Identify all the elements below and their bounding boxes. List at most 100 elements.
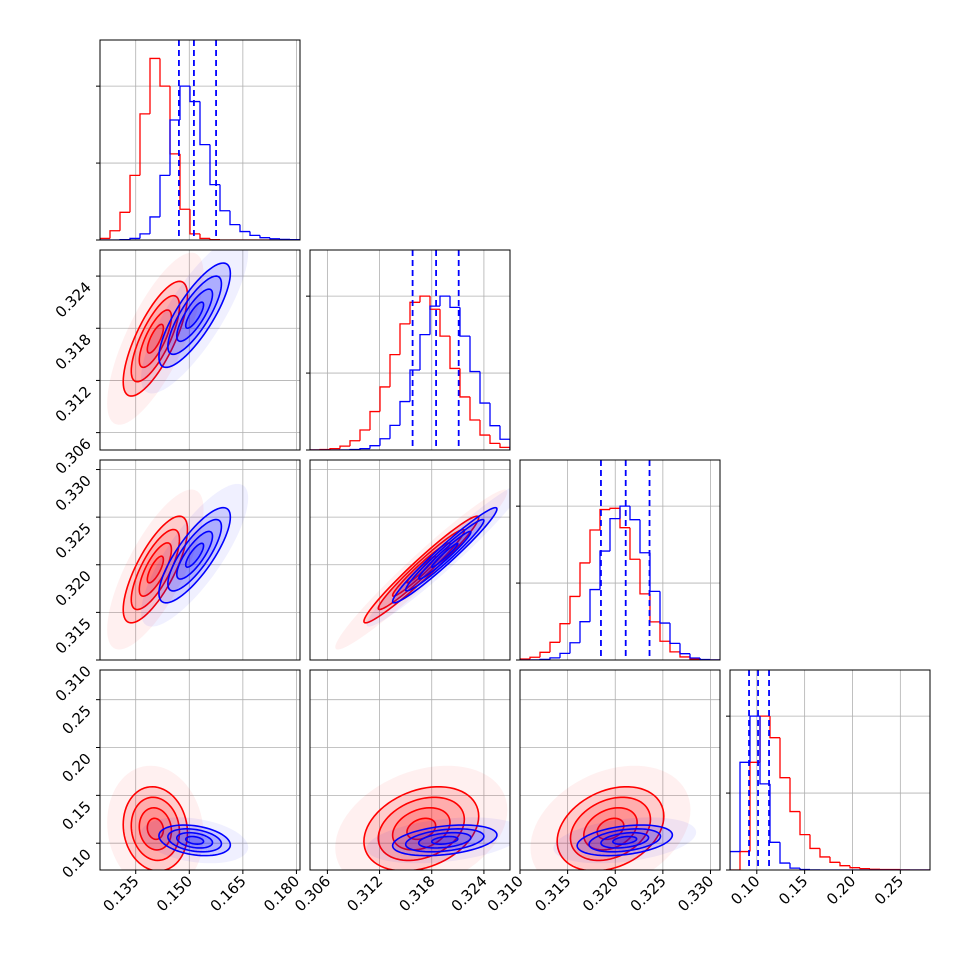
histogram-step [119,211,130,231]
density-fill [363,786,479,870]
histogram-step [219,184,230,212]
histogram-step [689,653,700,659]
density-cloud [366,817,510,864]
histogram-step [179,85,190,120]
histogram-step [769,716,780,739]
histogram-step [619,505,630,519]
contour [158,262,232,369]
histogram-step [389,424,400,439]
density-fill [405,828,484,852]
histogram-step [249,231,260,237]
histogram-step [229,210,240,226]
panel [520,460,720,660]
histogram-step [159,174,170,217]
contour [138,806,173,851]
histogram-step [589,529,600,563]
histogram-step [859,867,870,870]
histogram-step [149,57,160,114]
histogram-step [799,811,810,836]
panel-frame [729,669,931,871]
density-fill [431,543,458,568]
y-tick-label: 0.315 [52,614,95,657]
x-tick-label: 0.330 [674,872,717,915]
density-fill [158,507,231,603]
density-cloud [141,483,249,627]
histogram-step [669,623,680,645]
contour [404,828,485,853]
histogram-step [649,593,660,623]
histogram-step [329,447,340,450]
panel-frame [309,669,511,871]
x-tick-label: 0.150 [153,872,196,915]
panel-frame [519,669,721,871]
density-fill [158,263,231,368]
x-tick-label: 0.312 [343,872,386,915]
histogram-step [549,657,560,660]
histogram-step [739,761,750,852]
contour [122,515,189,624]
histogram-step [569,595,580,624]
histogram-step [639,559,650,595]
histogram-step [359,447,370,450]
contour [122,785,189,870]
contour [184,542,205,568]
x-tick-label: 0.320 [579,872,622,915]
contour [146,555,165,584]
histogram-step [179,153,190,210]
density-fill [139,807,172,850]
contour [130,796,181,862]
histogram-step [649,552,660,593]
panel [520,670,720,870]
histogram-step [419,333,430,370]
histogram-step [469,396,480,421]
density-fill [158,825,231,856]
density-fill [406,818,436,840]
contour [391,506,498,604]
contour [430,835,459,845]
y-tick-label: 0.306 [52,435,95,478]
histogram-step [459,368,470,398]
x-tick-label: 0.135 [99,872,142,915]
histogram-step [609,517,620,552]
histogram-step [839,862,850,867]
contour [417,831,472,849]
density-fill [600,832,649,848]
panel-frame [99,39,301,241]
histogram-step [749,715,760,763]
density-fill [185,543,204,568]
histogram-step [259,235,270,239]
histogram-step [699,658,710,660]
histogram-step [369,410,380,430]
y-tick-label: 0.330 [52,472,95,515]
density-fill [577,825,673,856]
histogram-step [419,295,430,303]
y-tick-label: 0.25 [58,702,94,738]
contour [377,796,466,862]
histogram-step [379,386,390,412]
histogram-step [599,508,610,530]
x-tick-label: 0.25 [871,872,907,908]
histogram-step [479,420,490,436]
histogram-step [139,233,150,239]
density-fill [167,276,222,355]
panel [100,40,300,240]
histogram-step [809,834,820,850]
y-tick-label: 0.324 [52,278,95,321]
histogram-step [489,435,500,445]
histogram-step [269,237,280,240]
contour [138,309,173,369]
panel [310,460,510,660]
y-tick-label: 0.312 [52,383,95,426]
density-fill [123,281,188,397]
contour [404,518,485,592]
contour [588,828,662,853]
histogram-step [869,868,880,870]
x-tick-label: 0.310 [484,872,527,915]
panel-frame [99,669,301,871]
density-fill [176,832,213,848]
histogram-step [549,641,560,653]
contour [417,530,472,580]
x-tick-label: 0.324 [448,872,491,915]
histogram-step [239,224,250,233]
